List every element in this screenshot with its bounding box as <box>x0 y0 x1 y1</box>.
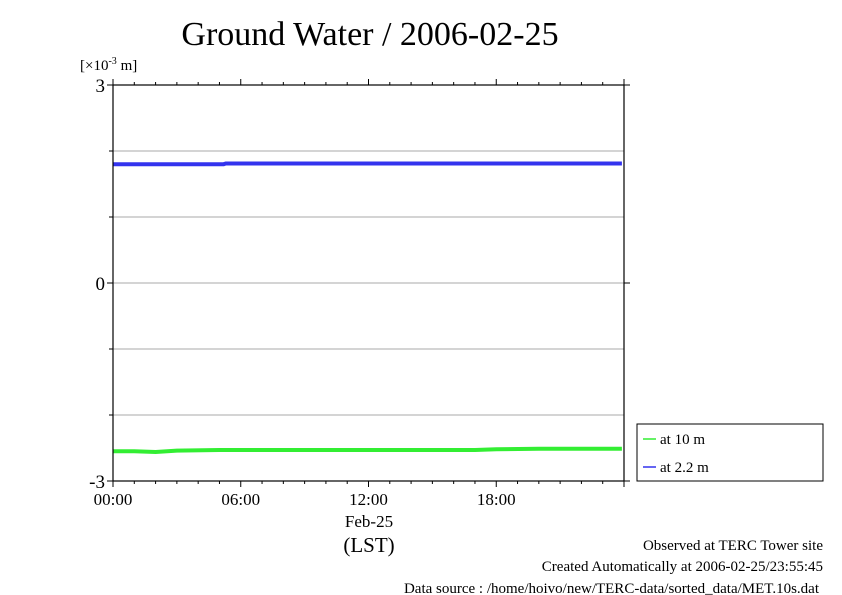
series-line-0 <box>113 446 622 455</box>
x-tick-label: 12:00 <box>349 490 388 509</box>
x-date-label: Feb-25 <box>345 512 393 531</box>
chart-title: Ground Water / 2006-02-25 <box>181 16 558 53</box>
y-axis-unit-label: [×10-3 m] <box>80 56 137 74</box>
legend-box <box>636 423 824 482</box>
x-unit-label: (LST) <box>343 533 394 557</box>
y-tick-label: 0 <box>96 274 106 295</box>
x-tick-label: 00:00 <box>94 490 133 509</box>
legend-label: at 2.2 m <box>660 460 709 476</box>
footer-data-source: Data source : /home/hoivo/new/TERC-data/… <box>404 581 820 595</box>
y-tick-label: -3 <box>89 472 105 493</box>
legend: at 10 m at 2.2 m <box>636 423 824 482</box>
x-tick-label: 06:00 <box>221 490 260 509</box>
legend-label: at 10 m <box>660 432 705 448</box>
x-tick-label: 18:00 <box>477 490 516 509</box>
footer-observed: Observed at TERC Tower site <box>643 538 823 554</box>
footer-created: Created Automatically at 2006-02-25/23:5… <box>542 559 823 575</box>
y-tick-label: 3 <box>96 76 106 97</box>
series-line-1 <box>113 161 622 167</box>
